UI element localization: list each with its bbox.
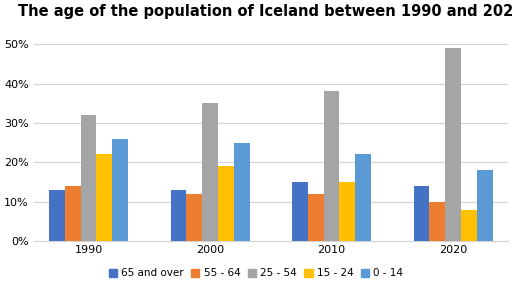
Bar: [96, 154, 112, 241]
Bar: [186, 194, 202, 241]
Bar: [202, 103, 218, 241]
Bar: [324, 91, 339, 241]
Title: The age of the population of Iceland between 1990 and 2020: The age of the population of Iceland bet…: [18, 4, 512, 19]
Bar: [461, 209, 477, 241]
Bar: [355, 154, 371, 241]
Bar: [477, 170, 493, 241]
Bar: [80, 115, 96, 241]
Bar: [170, 190, 186, 241]
Bar: [308, 194, 324, 241]
Bar: [218, 166, 234, 241]
Bar: [445, 48, 461, 241]
Bar: [339, 182, 355, 241]
Bar: [292, 182, 308, 241]
Bar: [112, 139, 128, 241]
Bar: [430, 202, 445, 241]
Bar: [234, 142, 249, 241]
Bar: [49, 190, 65, 241]
Bar: [414, 186, 430, 241]
Legend: 65 and over, 55 - 64, 25 - 54, 15 - 24, 0 - 14: 65 and over, 55 - 64, 25 - 54, 15 - 24, …: [104, 264, 408, 283]
Bar: [65, 186, 80, 241]
